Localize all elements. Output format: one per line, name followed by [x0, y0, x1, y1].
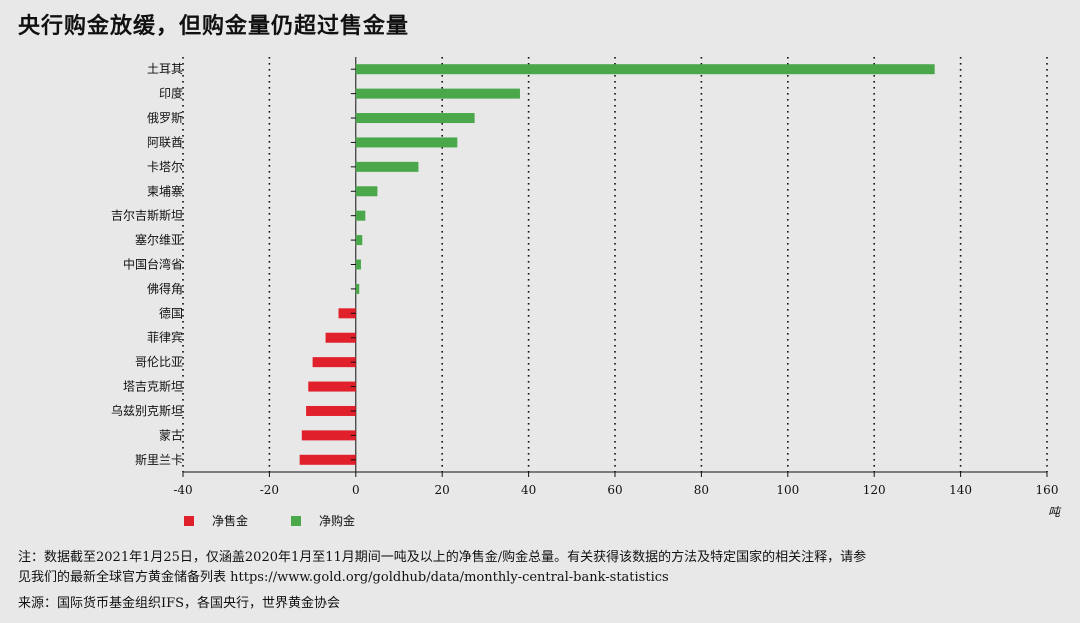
category-label: 德国	[159, 305, 183, 320]
bar	[338, 308, 356, 319]
bar	[355, 88, 520, 99]
category-label: 吉尔吉斯斯坦	[111, 208, 183, 223]
footnote-line-1: 注：数据截至2021年1月25日，仅涵盖2020年1月至11月期间一吨及以上的净…	[18, 550, 867, 565]
bar	[355, 161, 419, 172]
chart-title: 央行购金放缓，但购金量仍超过售金量	[18, 14, 410, 39]
bar	[308, 381, 356, 392]
bar	[355, 283, 360, 294]
bar	[301, 430, 356, 441]
bar	[355, 186, 378, 197]
x-tick-label: 120	[863, 483, 886, 497]
x-tick-label: 80	[694, 483, 709, 497]
category-label: 柬埔寨	[147, 183, 183, 198]
legend-label: 净售金	[212, 513, 248, 528]
category-label: 哥伦比亚	[135, 354, 183, 369]
bar	[355, 210, 366, 221]
category-label: 乌兹别克斯坦	[111, 403, 183, 418]
bar	[355, 64, 935, 75]
x-unit-label: 吨	[1048, 505, 1062, 519]
bar	[306, 405, 356, 416]
category-label: 卡塔尔	[147, 159, 183, 174]
legend-label: 净购金	[319, 513, 355, 528]
x-tick-label: -20	[260, 483, 279, 497]
x-tick-label: -40	[173, 483, 192, 497]
bar	[325, 332, 356, 343]
x-tick-label: 20	[435, 483, 450, 497]
category-label: 塔吉克斯坦	[123, 380, 183, 394]
bar-chart: -40 -20 0 20 40 60 80 100 120 140 160 吨 土耳其印度俄罗斯阿联酋卡…	[111, 57, 1062, 528]
category-label: 印度	[159, 86, 183, 101]
x-tick-label: 160	[1036, 483, 1059, 497]
bar	[355, 259, 361, 270]
bar	[312, 357, 356, 368]
x-tick-label: 0	[352, 483, 360, 497]
footnote-line-2: 见我们的最新全球官方黄金储备列表 https://www.gold.org/go…	[18, 570, 669, 585]
source-note: 来源：国际货币基金组织IFS，各国央行，世界黄金协会	[18, 596, 341, 611]
category-label: 菲律宾	[147, 330, 183, 345]
category-label: 中国台湾省	[123, 257, 183, 272]
category-label: 土耳其	[147, 62, 183, 76]
bar	[355, 137, 458, 148]
category-label: 蒙古	[159, 427, 183, 442]
bar	[299, 454, 356, 465]
x-tick-label: 40	[521, 483, 536, 497]
bar	[355, 235, 363, 246]
x-tick-label: 100	[776, 483, 799, 497]
category-label: 塞尔维亚	[135, 232, 183, 247]
bar	[355, 113, 475, 124]
x-tick-label: 60	[607, 483, 622, 497]
category-label: 阿联酋	[147, 134, 183, 149]
legend-swatch	[291, 516, 301, 526]
category-label: 斯里兰卡	[135, 453, 183, 467]
x-tick-label: 140	[949, 483, 972, 497]
category-label: 俄罗斯	[147, 111, 183, 125]
legend-swatch	[184, 516, 194, 526]
category-label: 佛得角	[147, 281, 183, 296]
